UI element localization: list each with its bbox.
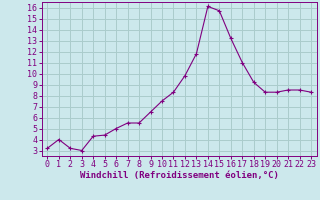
X-axis label: Windchill (Refroidissement éolien,°C): Windchill (Refroidissement éolien,°C) <box>80 171 279 180</box>
